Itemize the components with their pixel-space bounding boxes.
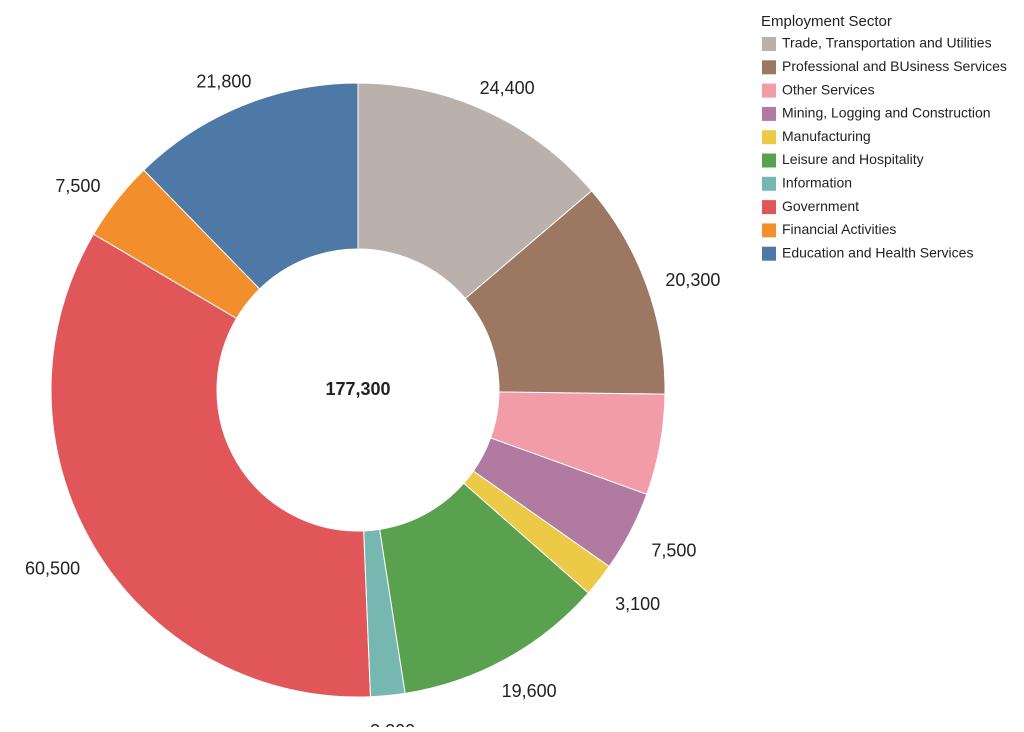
- legend-swatch: [762, 130, 776, 145]
- donut-slice: [357, 82, 593, 300]
- donut-slice: [92, 169, 261, 320]
- legend-label: Manufacturing: [782, 128, 871, 144]
- value-label: 7,500: [55, 176, 100, 196]
- legend-label: Trade, Transportation and Utilities: [782, 35, 992, 51]
- legend-swatch: [762, 106, 776, 121]
- value-label: 21,800: [196, 72, 251, 92]
- legend-swatch: [762, 223, 776, 238]
- legend-label: Other Services: [782, 81, 875, 97]
- value-label: 20,300: [665, 270, 720, 290]
- center-label: 177,300: [325, 379, 390, 399]
- legend-label: Education and Health Services: [782, 244, 973, 260]
- legend-label: Leisure and Hospitality: [782, 151, 924, 167]
- donut-slice: [379, 482, 590, 694]
- legend-swatch: [762, 153, 776, 168]
- value-label: 7,500: [651, 541, 696, 561]
- legend-swatch: [762, 246, 776, 261]
- legend-swatch: [762, 60, 776, 75]
- legend-title: Employment Sector: [761, 13, 892, 30]
- donut-slice: [472, 437, 648, 568]
- donut-slice: [489, 391, 666, 495]
- legend-swatch: [762, 37, 776, 51]
- value-label: 3,200: [370, 721, 415, 727]
- donut-slice: [463, 470, 610, 594]
- legend-label: Government: [782, 198, 859, 214]
- donut-slice: [363, 528, 406, 698]
- legend-label: Financial Activities: [782, 221, 896, 237]
- donut-slice: [464, 190, 666, 395]
- legend-swatch: [762, 83, 776, 98]
- legend-label: Professional and BUsiness Services: [782, 58, 1007, 74]
- legend-swatch: [762, 176, 776, 191]
- value-label: 24,400: [480, 78, 535, 98]
- donut-slice: [143, 82, 359, 290]
- value-label: 3,100: [615, 594, 660, 614]
- legend-swatch: [762, 200, 776, 215]
- donut-slice: [50, 233, 372, 698]
- legend-label: Information: [782, 175, 852, 191]
- value-label: 60,500: [25, 558, 80, 578]
- value-label: 19,600: [502, 681, 557, 701]
- legend-label: Mining, Logging and Construction: [782, 105, 991, 121]
